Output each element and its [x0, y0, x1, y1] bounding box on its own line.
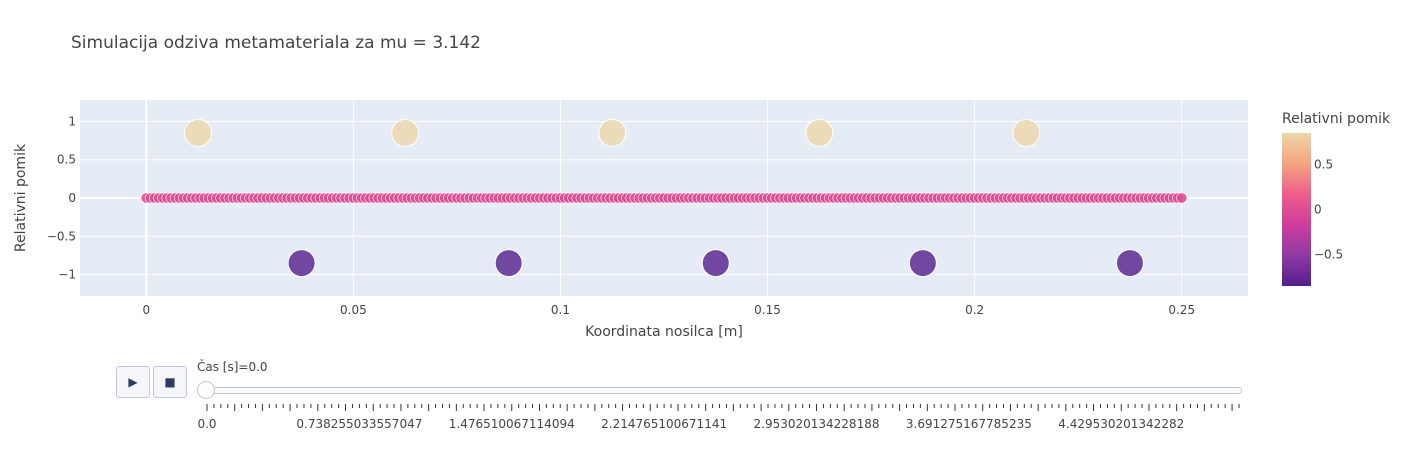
chart-title: Simulacija odziva metamateriala za mu = …: [71, 33, 482, 53]
colorbar: [1282, 133, 1311, 286]
colorbar-tick-label: 0: [1314, 203, 1322, 217]
y-tick-label: 0.5: [57, 153, 76, 167]
x-tick-label: 0: [142, 303, 150, 317]
x-tick-label: 0.15: [754, 303, 781, 317]
resonator-point: [391, 118, 420, 147]
resonator-point: [494, 249, 523, 278]
x-axis-label: Koordinata nosilca [m]: [585, 324, 743, 340]
resonator-point: [598, 118, 627, 147]
x-tick-label: 0.05: [340, 303, 367, 317]
slider-tick-label: 2.214765100671141: [601, 417, 727, 431]
resonator-series: [184, 118, 1144, 278]
slider-tick-label: 0.0: [197, 417, 216, 431]
stop-button[interactable]: ■: [153, 366, 187, 398]
slider-value: 0.0: [248, 360, 268, 374]
resonator-point: [805, 118, 834, 147]
play-icon: ▶: [128, 375, 138, 389]
resonator-point: [701, 249, 730, 278]
slider-current-label: Čas [s]=0.0: [197, 360, 268, 374]
beam-point: [1176, 192, 1188, 204]
y-axis-label: Relativni pomik: [13, 143, 29, 252]
x-tick-label: 0.25: [1168, 303, 1195, 317]
resonator-point: [1012, 118, 1041, 147]
colorbar-ticks: 0.5 0 −0.5: [1314, 158, 1343, 262]
x-tick-label: 0.1: [551, 303, 570, 317]
slider-tick-label: 1.476510067114094: [449, 417, 575, 431]
colorbar-title: Relativni pomik: [1282, 111, 1391, 127]
slider-ticks: 0.0 0.738255033557047 1.476510067114094 2.2…: [197, 404, 1240, 431]
colorbar-tick-label: −0.5: [1314, 248, 1343, 262]
y-tick-label: −1: [58, 268, 76, 282]
y-axis: 1 0.5 0 −0.5 −1: [47, 114, 76, 281]
slider-tick-label: 4.429530201342282: [1058, 417, 1184, 431]
resonator-point: [287, 249, 316, 278]
beam-series: [140, 192, 1188, 204]
play-button[interactable]: ▶: [116, 366, 150, 398]
resonator-point: [908, 249, 937, 278]
y-tick-label: −0.5: [47, 229, 76, 243]
time-slider-track[interactable]: [205, 387, 1242, 394]
slider-tick-label: 3.691275167785235: [906, 417, 1032, 431]
slider-prefix: Čas [s]=: [197, 360, 249, 374]
resonator-point: [184, 118, 213, 147]
slider-tick-label: 2.953020134228188: [754, 417, 880, 431]
stop-icon: ■: [164, 375, 176, 389]
y-tick-label: 1: [68, 114, 76, 128]
colorbar-tick-label: 0.5: [1314, 158, 1333, 172]
x-tick-label: 0.2: [965, 303, 984, 317]
slider-tick-label: 0.738255033557047: [296, 417, 422, 431]
resonator-point: [1115, 249, 1144, 278]
x-axis: 0 0.05 0.1 0.15 0.2 0.25: [142, 303, 1195, 317]
time-slider-handle[interactable]: [197, 381, 215, 399]
y-tick-label: 0: [68, 191, 76, 205]
